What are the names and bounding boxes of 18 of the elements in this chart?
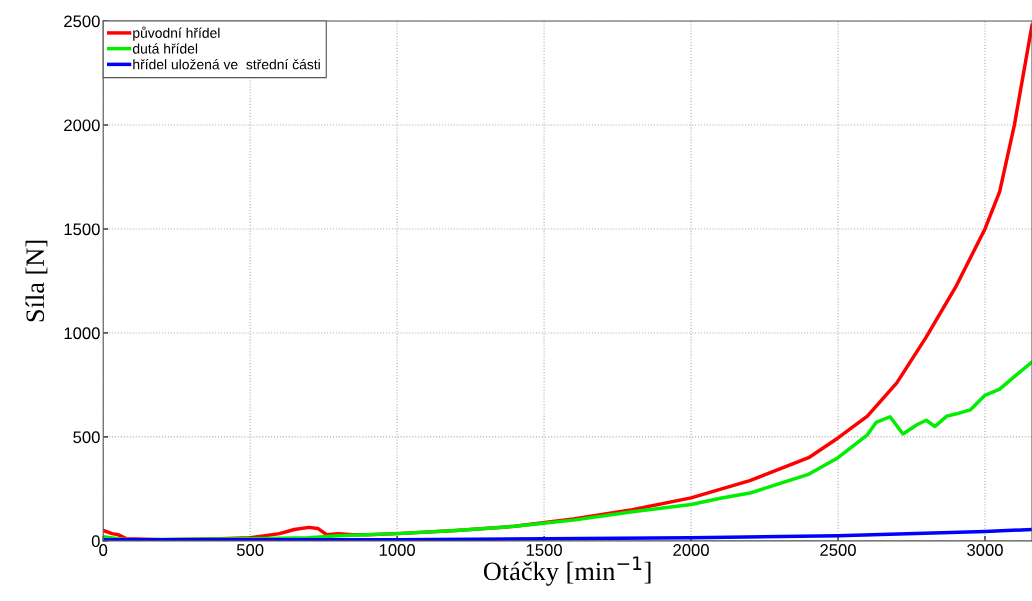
x-tick-label: 0 — [99, 544, 108, 556]
y-tick-label: 1500 — [64, 223, 100, 236]
y-tick-label: 0 — [91, 535, 100, 548]
legend-label: hřídel uložená ve střední části — [133, 59, 320, 70]
x-tick-label: 500 — [236, 544, 264, 556]
x-tick-label: 1000 — [379, 544, 416, 556]
y-tick-label: 1000 — [64, 327, 100, 340]
legend-label: dutá hřídel — [132, 43, 198, 54]
y-tick-label: 2000 — [64, 119, 100, 132]
x-tick-label: 1500 — [526, 544, 562, 556]
y-tick-label: 2500 — [64, 15, 100, 28]
y-axis-title: Síla [N] — [25, 240, 48, 322]
x-tick-label: 3000 — [967, 544, 1003, 556]
y-tick-label: 500 — [73, 431, 100, 444]
x-tick-label: 2500 — [820, 544, 856, 556]
x-tick-label: 2000 — [673, 544, 709, 556]
legend-label: původní hřídel — [133, 26, 220, 41]
x-axis-title: Otáčky [min$^{−1}$] — [483, 556, 651, 586]
